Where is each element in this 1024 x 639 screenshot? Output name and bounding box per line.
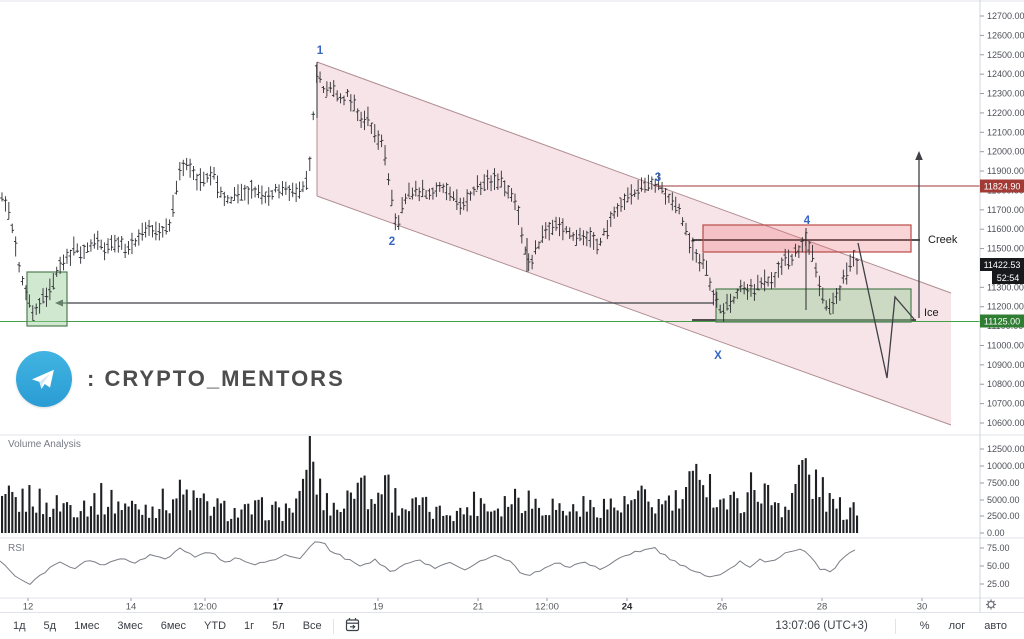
toolbar-right: 13:07:06 (UTC+3) % лог авто: [769, 618, 1014, 634]
auto-scale-button[interactable]: авто: [981, 618, 1010, 634]
time-tick: 30: [917, 602, 928, 613]
price-flag: 11125.00: [984, 317, 1020, 327]
range-button-5л[interactable]: 5л: [269, 618, 288, 634]
price-tick: 11600.00: [987, 224, 1024, 234]
time-tick: 21: [473, 602, 484, 613]
price-tick: 12500.00: [987, 50, 1024, 60]
time-tick: 26: [717, 602, 728, 613]
volume-bars: [1, 436, 859, 533]
price-tick: 11900.00: [987, 166, 1024, 176]
axis-tick: 50.00: [987, 561, 1010, 571]
price-flag: 11824.90: [984, 182, 1021, 192]
volume-pane-title: Volume Analysis: [8, 439, 81, 450]
range-button-1мес[interactable]: 1мес: [71, 618, 102, 634]
ice-label: Ice: [924, 307, 939, 319]
rsi-line: [0, 541, 856, 586]
price-flag: 11422.53: [984, 260, 1021, 270]
price-tick: 11000.00: [987, 340, 1024, 350]
price-tick: 12000.00: [987, 147, 1024, 157]
price-tick: 12100.00: [987, 127, 1024, 137]
toolbar-divider: [332, 618, 334, 634]
time-tick: 28: [817, 602, 828, 613]
axis-settings-gear-icon[interactable]: [986, 599, 996, 610]
time-tick: 12:00: [193, 602, 217, 613]
axis-tick: 25.00: [987, 579, 1010, 589]
price-tick: 12700.00: [987, 11, 1024, 21]
price-tick: 11700.00: [987, 205, 1024, 215]
time-tick: 12:00: [535, 602, 559, 613]
price-flag: 52:54: [997, 273, 1020, 283]
supply-demand-boxes[interactable]: [26, 224, 912, 327]
range-button-6мес[interactable]: 6мес: [158, 618, 189, 634]
wave-label-2[interactable]: 2: [389, 236, 395, 248]
time-tick: 19: [373, 602, 384, 613]
price-tick: 11200.00: [987, 302, 1024, 312]
range-buttons: 1д 5д 1мес 3мес 6мес YTD 1г 5л Все: [10, 618, 325, 634]
range-button-1д[interactable]: 1д: [10, 618, 29, 634]
range-button-5д[interactable]: 5д: [41, 618, 60, 634]
range-button-3мес[interactable]: 3мес: [114, 618, 145, 634]
wave-label-4[interactable]: 4: [804, 215, 811, 227]
axis-tick: 12500.00: [987, 444, 1024, 454]
range-button-1г[interactable]: 1г: [241, 618, 257, 634]
price-tick: 12300.00: [987, 89, 1024, 99]
percent-scale-button[interactable]: %: [917, 618, 933, 634]
watermark-text: : CRYPTO_MENTORS: [87, 366, 345, 391]
time-tick: 14: [126, 602, 137, 613]
creek-label: Creek: [928, 234, 958, 246]
price-tick: 12600.00: [987, 30, 1024, 40]
toolbar-divider: [894, 618, 896, 634]
price-tick: 10600.00: [987, 418, 1024, 428]
price-bars: [0, 62, 859, 322]
price-tick: 11300.00: [987, 282, 1024, 292]
bottom-toolbar: 1д 5д 1мес 3мес 6мес YTD 1г 5л Все 13:07:06 (UTC…: [0, 612, 1024, 639]
rsi-pane-title: RSI: [8, 543, 25, 554]
price-tick: 10800.00: [987, 379, 1024, 389]
pane-borders: Volume Analysis RSI: [0, 0, 1024, 612]
price-tick: 12200.00: [987, 108, 1024, 118]
axis-tick: 0.00: [987, 528, 1005, 538]
price-tick: 10700.00: [987, 399, 1024, 409]
wave-label-1[interactable]: 1: [317, 45, 324, 57]
time-scale[interactable]: 12 14 12:00 17 19 21 12:00 24 26 28 30: [23, 598, 996, 612]
log-scale-button[interactable]: лог: [946, 618, 969, 634]
price-tick: 11500.00: [987, 244, 1024, 254]
axis-tick: 5000.00: [987, 495, 1020, 505]
wave-label-X[interactable]: X: [714, 350, 722, 362]
telegram-icon: [16, 351, 72, 407]
clock-timezone-button[interactable]: 13:07:06 (UTC+3): [769, 619, 873, 633]
axis-tick: 2500.00: [987, 511, 1020, 521]
watermark: : CRYPTO_MENTORS: [16, 351, 345, 407]
time-tick: 24: [622, 602, 633, 613]
range-button-Все[interactable]: Все: [300, 618, 325, 634]
calendar-icon: [345, 618, 359, 632]
price-tick: 10900.00: [987, 360, 1024, 370]
projection-drawings[interactable]: [857, 151, 923, 379]
wave-label-3[interactable]: 3: [655, 172, 661, 184]
range-button-YTD[interactable]: YTD: [201, 618, 229, 634]
go-to-date-button[interactable]: [342, 615, 363, 637]
time-tick: 12: [23, 602, 34, 613]
axis-tick: 10000.00: [987, 461, 1024, 471]
price-tick: 12400.00: [987, 69, 1024, 79]
axis-tick: 7500.00: [987, 478, 1020, 488]
wave-labels[interactable]: 1 2 3 4 X: [317, 45, 811, 362]
time-tick: 17: [273, 602, 284, 613]
axis-tick: 75.00: [987, 543, 1010, 553]
price-scale[interactable]: 12700.00 12600.00 12500.00 12400.00 12300.00…: [980, 11, 1024, 589]
